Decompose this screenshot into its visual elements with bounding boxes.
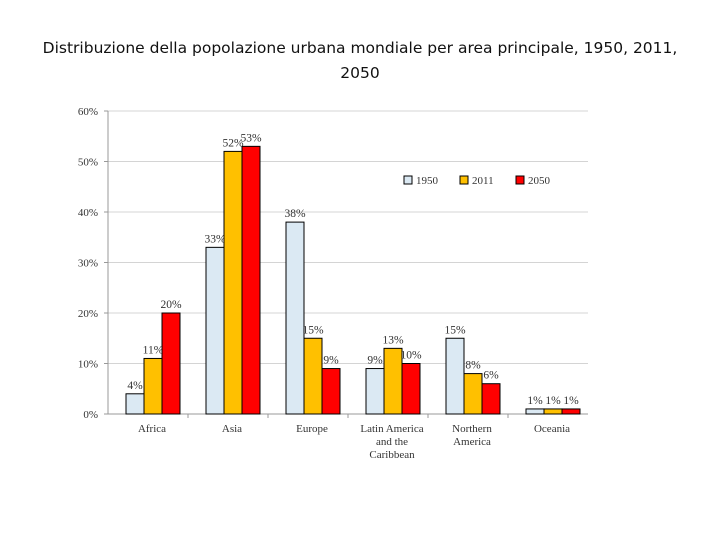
bar-2011	[303, 337, 323, 415]
category-label-line: Asia	[222, 423, 242, 435]
bar-1950	[125, 393, 145, 415]
category-label-line: Europe	[296, 423, 328, 435]
y-tick-label: 0%	[83, 409, 98, 421]
bar-2011	[143, 357, 163, 415]
data-label: 8%	[465, 360, 481, 372]
data-label: 52%	[222, 137, 244, 149]
category-label-line: Latin America	[360, 423, 423, 435]
category-label-line: Oceania	[534, 423, 570, 435]
bar-2011	[223, 150, 243, 415]
data-label: 11%	[143, 344, 164, 356]
legend-swatch	[403, 175, 413, 185]
bar-2050	[321, 368, 341, 415]
legend-swatch	[459, 175, 469, 185]
data-label: 1%	[545, 395, 561, 407]
bar-1950	[445, 337, 465, 415]
legend-label: 2011	[472, 175, 494, 187]
y-tick-label: 50%	[78, 157, 98, 169]
bar-2050	[561, 408, 581, 415]
bar-2011	[543, 408, 563, 415]
category-label: Oceania	[534, 423, 570, 435]
category-label: Europe	[296, 423, 328, 435]
data-label: 1%	[563, 395, 579, 407]
bar-2050	[161, 312, 181, 415]
data-label: 13%	[382, 334, 404, 346]
bar-2050	[481, 383, 501, 415]
legend-label: 2050	[528, 175, 551, 187]
data-label: 15%	[302, 324, 324, 336]
category-label: Africa	[138, 423, 166, 435]
legend-swatch	[515, 175, 525, 185]
bar-2050	[241, 145, 261, 415]
category-label-line: and the	[376, 436, 408, 448]
chart-title: Distribuzione della popolazione urbana m…	[42, 39, 678, 82]
data-label: 15%	[444, 324, 466, 336]
bar-1950	[205, 246, 225, 415]
category-label: Northern America	[452, 423, 492, 448]
y-tick-label: 40%	[78, 207, 98, 219]
data-label: 1%	[527, 395, 543, 407]
category-label-line: Africa	[138, 423, 166, 435]
data-label: 33%	[204, 233, 226, 245]
bar-1950	[365, 368, 385, 415]
category-label-line: America	[453, 436, 491, 448]
y-tick-label: 30%	[78, 258, 98, 270]
category-label: Asia	[222, 423, 242, 435]
data-label: 53%	[240, 132, 262, 144]
data-label: 6%	[483, 370, 499, 382]
bar-2050	[401, 363, 421, 415]
category-label-line: Caribbean	[369, 449, 415, 461]
y-tick-label: 20%	[78, 308, 98, 320]
data-label: 9%	[367, 355, 383, 367]
bar-2011	[383, 347, 403, 415]
data-label: 38%	[284, 208, 306, 220]
y-tick-label: 10%	[78, 359, 98, 371]
data-label: 20%	[160, 299, 182, 311]
bar-1950	[525, 408, 545, 415]
y-tick-label: 60%	[78, 106, 98, 118]
bar-2011	[463, 373, 483, 415]
data-label: 10%	[400, 350, 422, 362]
legend-label: 1950	[416, 175, 439, 187]
data-label: 4%	[127, 380, 143, 392]
data-label: 9%	[323, 355, 339, 367]
category-label: Latin America and the Caribbean	[360, 423, 423, 461]
bar-1950	[285, 221, 305, 415]
category-label-line: Northern	[452, 423, 492, 435]
